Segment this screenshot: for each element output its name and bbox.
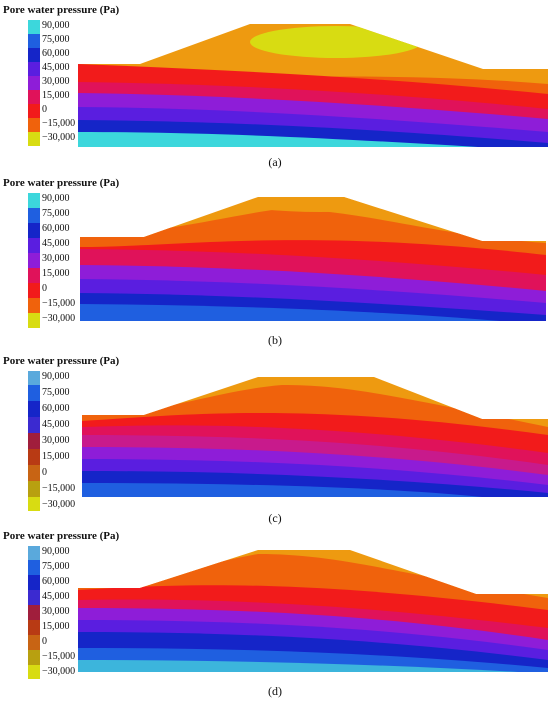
contour-plot [78, 550, 548, 672]
legend-tick: 75,000 [42, 208, 70, 219]
legend-swatch-neg30000 [28, 132, 40, 146]
legend-swatch-90000 [28, 546, 40, 560]
legend-swatch-15000 [28, 620, 40, 635]
legend-tick: −15,000 [42, 118, 76, 129]
legend-tick: 30,000 [42, 435, 70, 446]
panel-a: Pore water pressure (Pa) 90,000 75,000 6… [0, 4, 550, 174]
legend-swatch-neg30000 [28, 665, 40, 679]
legend-swatch-0 [28, 465, 40, 481]
legend-tick: −30,000 [42, 666, 76, 677]
legend-swatch-15000 [28, 449, 40, 465]
legend-tick: 45,000 [42, 62, 70, 73]
legend-tick: −15,000 [42, 483, 76, 494]
legend-swatch-0 [28, 635, 40, 650]
caption: (a) [268, 155, 282, 169]
legend-tick: 75,000 [42, 387, 70, 398]
legend-swatch-45000 [28, 238, 40, 253]
legend-swatch-neg15000 [28, 481, 40, 497]
legend-tick: 45,000 [42, 419, 70, 430]
caption: (d) [268, 684, 282, 698]
legend-swatch-0 [28, 104, 40, 118]
legend-title: Pore water pressure (Pa) [3, 177, 120, 189]
legend-swatch-75000 [28, 385, 40, 401]
legend-tick: 15,000 [42, 268, 70, 279]
legend-swatch-neg30000 [28, 313, 40, 328]
legend-tick: 0 [42, 104, 47, 115]
legend-tick: 0 [42, 636, 47, 647]
legend-tick: 0 [42, 283, 47, 294]
legend-tick: 60,000 [42, 576, 70, 587]
legend-swatch-0 [28, 283, 40, 298]
legend-swatch-30000 [28, 253, 40, 268]
legend-tick: 30,000 [42, 76, 70, 87]
legend-tick: 30,000 [42, 606, 70, 617]
legend-swatch-75000 [28, 208, 40, 223]
legend-title: Pore water pressure (Pa) [3, 4, 120, 16]
legend-tick: 15,000 [42, 90, 70, 101]
panel-c: Pore water pressure (Pa) 90,000 75,000 6… [0, 355, 550, 530]
contour-plot [82, 377, 548, 497]
legend-tick: −15,000 [42, 298, 76, 309]
legend-swatch-90000 [28, 20, 40, 34]
legend-swatch-30000 [28, 76, 40, 90]
legend-tick: 15,000 [42, 621, 70, 632]
legend-tick: 0 [42, 467, 47, 478]
legend-title: Pore water pressure (Pa) [3, 530, 120, 542]
legend-swatch-45000 [28, 62, 40, 76]
legend-tick: 90,000 [42, 193, 70, 204]
legend-tick: 90,000 [42, 371, 70, 382]
legend-swatch-neg15000 [28, 298, 40, 313]
legend-title: Pore water pressure (Pa) [3, 355, 120, 367]
legend-swatch-60000 [28, 223, 40, 238]
panel-d: Pore water pressure (Pa) 90,000 75,000 6… [0, 530, 550, 702]
legend-swatch-neg15000 [28, 118, 40, 132]
panel-b: Pore water pressure (Pa) 90,000 75,000 6… [0, 177, 550, 352]
legend-tick: −30,000 [42, 313, 76, 324]
legend-tick: 75,000 [42, 561, 70, 572]
legend-swatch-75000 [28, 560, 40, 575]
caption: (b) [268, 333, 282, 347]
contour-plot [78, 24, 548, 147]
legend-swatch-30000 [28, 605, 40, 620]
legend-tick: −15,000 [42, 651, 76, 662]
legend-swatch-60000 [28, 575, 40, 590]
legend-tick: 90,000 [42, 20, 70, 31]
legend-swatch-45000 [28, 590, 40, 605]
legend-swatch-90000 [28, 371, 40, 385]
legend-tick: 75,000 [42, 34, 70, 45]
legend-tick: 60,000 [42, 48, 70, 59]
legend-swatch-30000 [28, 433, 40, 449]
legend-swatch-90000 [28, 193, 40, 208]
legend-swatch-60000 [28, 48, 40, 62]
legend-tick: 45,000 [42, 238, 70, 249]
legend-tick: 90,000 [42, 546, 70, 557]
legend-swatch-neg15000 [28, 650, 40, 665]
legend-tick: 60,000 [42, 403, 70, 414]
contour-plot [80, 197, 546, 321]
legend-swatch-45000 [28, 417, 40, 433]
legend-tick: 60,000 [42, 223, 70, 234]
legend-swatch-60000 [28, 401, 40, 417]
legend-tick: 30,000 [42, 253, 70, 264]
legend-swatch-75000 [28, 34, 40, 48]
legend-tick: 45,000 [42, 591, 70, 602]
legend-tick: −30,000 [42, 132, 76, 143]
legend-swatch-15000 [28, 90, 40, 104]
legend-swatch-15000 [28, 268, 40, 283]
legend-tick: 15,000 [42, 451, 70, 462]
legend-swatch-neg30000 [28, 497, 40, 511]
caption: (c) [268, 511, 282, 525]
legend-tick: −30,000 [42, 499, 76, 510]
